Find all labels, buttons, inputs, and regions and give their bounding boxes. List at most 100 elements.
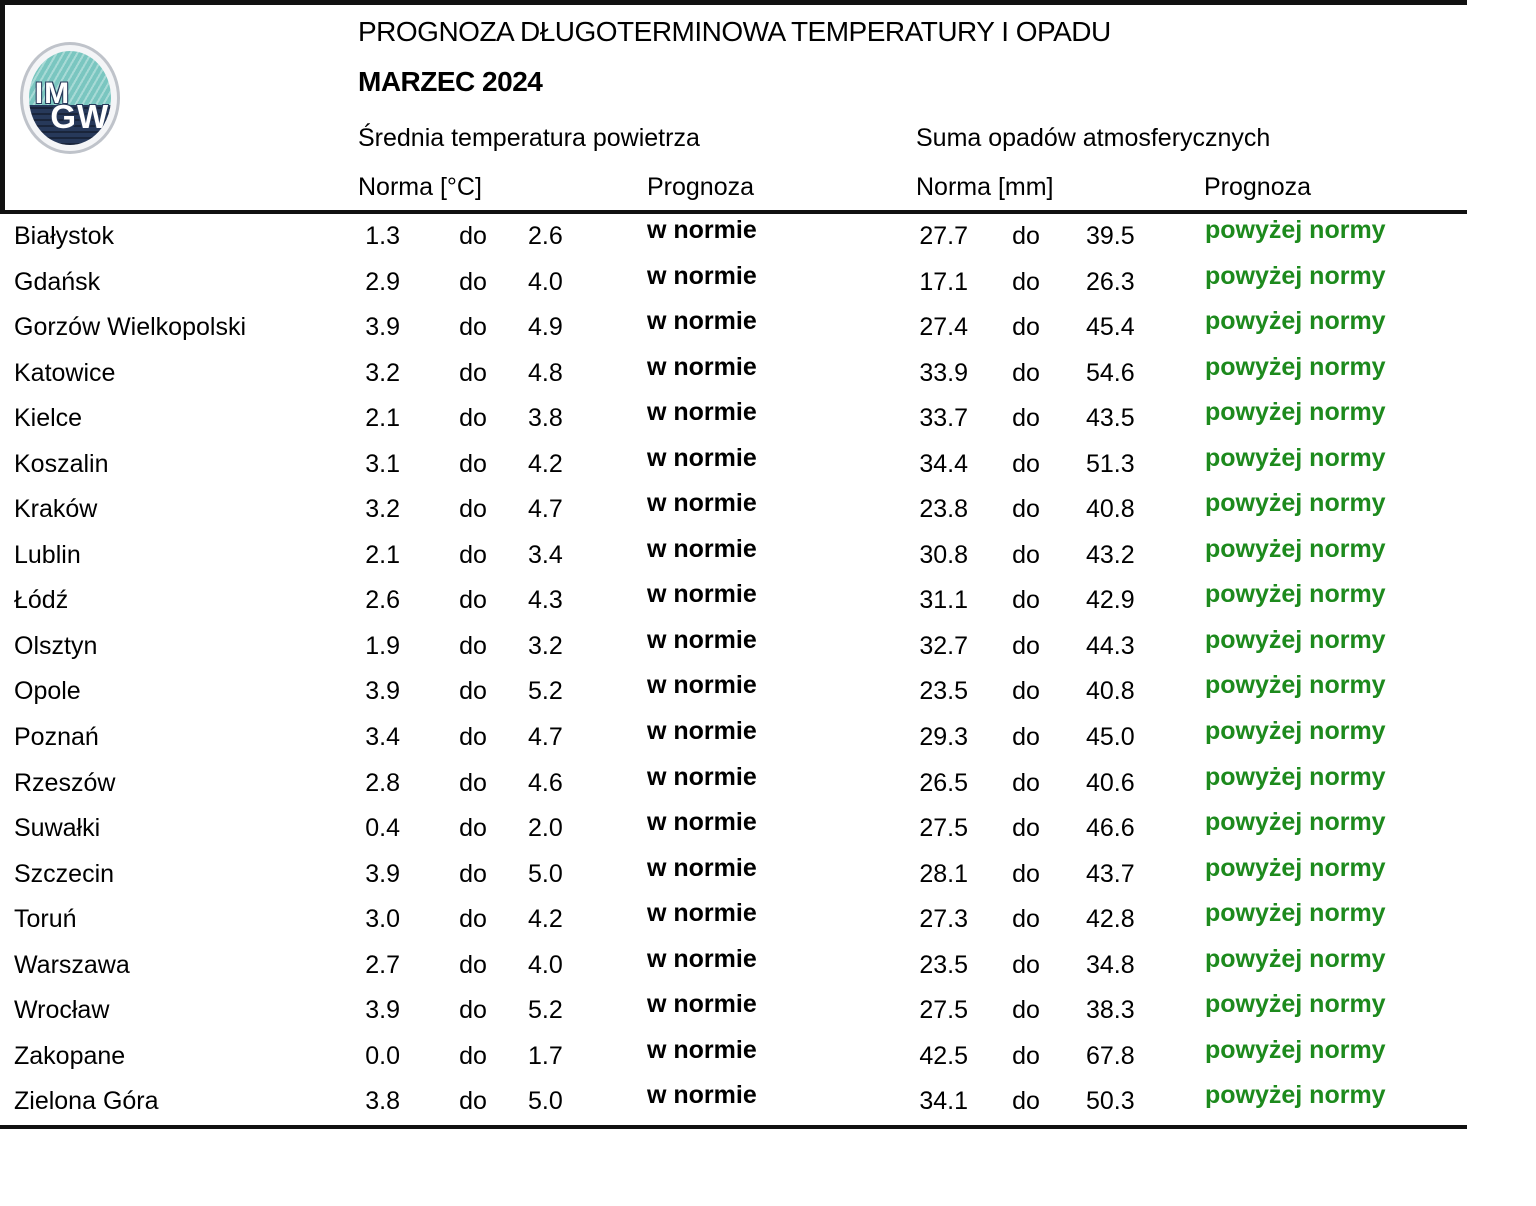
temperature-forecast-column-header: Prognoza bbox=[647, 173, 755, 201]
precip-forecast-value: powyżej normy bbox=[1205, 1081, 1386, 1110]
city-name: Gorzów Wielkopolski bbox=[14, 313, 247, 342]
precip-norm-low: 34.1 bbox=[919, 1087, 968, 1116]
precip-forecast-value: powyżej normy bbox=[1205, 671, 1386, 700]
city-name: Zakopane bbox=[14, 1041, 126, 1070]
precip-forecast-value: powyżej normy bbox=[1205, 398, 1386, 427]
temp-range-separator: do bbox=[459, 222, 487, 250]
precip-norm-high: 51.3 bbox=[1086, 449, 1135, 478]
precip-forecast-value: powyżej normy bbox=[1205, 580, 1386, 609]
precipitation-norm-column-header: Norma [mm] bbox=[916, 173, 1054, 201]
temp-range-separator: do bbox=[459, 540, 487, 569]
city-name: Rzeszów bbox=[14, 768, 116, 797]
precip-forecast-value: powyżej normy bbox=[1205, 717, 1386, 746]
temp-norm-high: 4.2 bbox=[528, 905, 563, 934]
city-name: Łódź bbox=[14, 586, 69, 615]
temperature-norm-column-header: Norma [°C] bbox=[358, 173, 482, 201]
temp-forecast-value: w normie bbox=[647, 625, 757, 654]
precip-norm-low: 32.7 bbox=[919, 631, 968, 660]
temp-norm-low: 1.3 bbox=[365, 222, 400, 250]
precip-norm-low: 30.8 bbox=[919, 540, 968, 569]
imgw-logo-text-gw: GW bbox=[50, 97, 110, 135]
precip-norm-high: 34.8 bbox=[1086, 950, 1135, 979]
temp-norm-high: 5.0 bbox=[528, 859, 563, 888]
temp-forecast-value: w normie bbox=[647, 717, 757, 746]
temp-norm-high: 3.4 bbox=[528, 540, 563, 569]
temp-range-separator: do bbox=[459, 1087, 487, 1116]
table-row: Łódź 2.6 do 4.3 w normie 31.1 do 42.9 powyżej no… bbox=[0, 578, 1536, 624]
precip-norm-low: 23.5 bbox=[919, 950, 968, 979]
precip-forecast-value: powyżej normy bbox=[1205, 944, 1386, 973]
city-name: Lublin bbox=[14, 540, 81, 569]
city-name: Katowice bbox=[14, 358, 116, 387]
precip-range-separator: do bbox=[1012, 358, 1040, 387]
precip-norm-low: 33.9 bbox=[919, 358, 968, 387]
city-name: Koszalin bbox=[14, 449, 109, 478]
temp-norm-low: 0.0 bbox=[365, 1041, 400, 1070]
temp-forecast-value: w normie bbox=[647, 398, 757, 427]
temp-norm-high: 4.0 bbox=[528, 950, 563, 979]
temp-forecast-value: w normie bbox=[647, 443, 757, 472]
precip-norm-high: 44.3 bbox=[1086, 631, 1135, 660]
city-name: Poznań bbox=[14, 723, 99, 752]
table-row: Zakopane 0.0 do 1.7 w normie 42.5 do 67.8 powyże… bbox=[0, 1034, 1536, 1080]
temp-forecast-value: w normie bbox=[647, 307, 757, 336]
city-name: Zielona Góra bbox=[14, 1087, 159, 1116]
table-row: Katowice 3.2 do 4.8 w normie 33.9 do 54.6 powyże… bbox=[0, 351, 1536, 397]
temp-forecast-value: w normie bbox=[647, 944, 757, 973]
temp-range-separator: do bbox=[459, 768, 487, 797]
page-subtitle-month: MARZEC 2024 bbox=[358, 66, 543, 97]
temp-norm-low: 2.1 bbox=[365, 404, 400, 433]
precip-forecast-value: powyżej normy bbox=[1205, 534, 1386, 563]
precip-norm-high: 43.2 bbox=[1086, 540, 1135, 569]
precip-range-separator: do bbox=[1012, 222, 1040, 250]
precip-norm-high: 54.6 bbox=[1086, 358, 1135, 387]
precip-norm-low: 28.1 bbox=[919, 859, 968, 888]
table-row: Koszalin 3.1 do 4.2 w normie 34.4 do 51.3 powyże… bbox=[0, 442, 1536, 488]
temp-forecast-value: w normie bbox=[647, 671, 757, 700]
city-name: Olsztyn bbox=[14, 631, 98, 660]
precip-forecast-value: powyżej normy bbox=[1205, 853, 1386, 882]
temp-norm-high: 2.0 bbox=[528, 814, 563, 843]
precip-range-separator: do bbox=[1012, 768, 1040, 797]
table-row: Białystok 1.3 do 2.6 w normie 27.7 do 39.5 powyż… bbox=[0, 214, 1536, 260]
precip-norm-high: 50.3 bbox=[1086, 1087, 1135, 1116]
precip-norm-high: 45.4 bbox=[1086, 313, 1135, 342]
table-row: Warszawa 2.7 do 4.0 w normie 23.5 do 34.8 powyże… bbox=[0, 943, 1536, 989]
temp-norm-low: 3.1 bbox=[365, 449, 400, 478]
precip-forecast-value: powyżej normy bbox=[1205, 1035, 1386, 1064]
temp-forecast-value: w normie bbox=[647, 853, 757, 882]
imgw-logo-icon: IM GW bbox=[20, 42, 120, 154]
precip-norm-low: 23.5 bbox=[919, 677, 968, 706]
temp-range-separator: do bbox=[459, 814, 487, 843]
precip-norm-high: 40.6 bbox=[1086, 768, 1135, 797]
page-title: PROGNOZA DŁUGOTERMINOWA TEMPERATURY I OP… bbox=[358, 16, 1111, 47]
imgw-logo-globe: IM GW bbox=[29, 51, 111, 145]
top-border-rule bbox=[0, 0, 1467, 5]
temp-forecast-value: w normie bbox=[647, 580, 757, 609]
temp-forecast-value: w normie bbox=[647, 261, 757, 290]
bottom-border-rule bbox=[0, 1125, 1467, 1129]
precip-norm-high: 46.6 bbox=[1086, 814, 1135, 843]
imgw-logo-sky-half bbox=[29, 51, 111, 105]
temp-norm-low: 3.9 bbox=[365, 996, 400, 1025]
table-row: Suwałki 0.4 do 2.0 w normie 27.5 do 46.6 powyżej… bbox=[0, 806, 1536, 852]
precip-forecast-value: powyżej normy bbox=[1205, 625, 1386, 654]
precip-norm-low: 17.1 bbox=[919, 267, 968, 296]
precip-norm-high: 42.8 bbox=[1086, 905, 1135, 934]
precip-forecast-value: powyżej normy bbox=[1205, 489, 1386, 518]
city-name: Gdańsk bbox=[14, 267, 101, 296]
table-row: Szczecin 3.9 do 5.0 w normie 28.1 do 43.7 powyże… bbox=[0, 852, 1536, 898]
precip-range-separator: do bbox=[1012, 905, 1040, 934]
precip-forecast-value: powyżej normy bbox=[1205, 808, 1386, 837]
precip-norm-low: 27.3 bbox=[919, 905, 968, 934]
temp-norm-low: 2.1 bbox=[365, 540, 400, 569]
temperature-section-header: Średnia temperatura powietrza bbox=[358, 124, 700, 152]
temp-norm-high: 2.6 bbox=[528, 222, 563, 250]
precip-norm-high: 40.8 bbox=[1086, 677, 1135, 706]
temp-norm-low: 2.7 bbox=[365, 950, 400, 979]
precip-range-separator: do bbox=[1012, 313, 1040, 342]
temp-range-separator: do bbox=[459, 677, 487, 706]
table-row: Kraków 3.2 do 4.7 w normie 23.8 do 40.8 powyżej … bbox=[0, 487, 1536, 533]
temp-range-separator: do bbox=[459, 495, 487, 524]
precipitation-section-header: Suma opadów atmosferycznych bbox=[916, 124, 1271, 152]
